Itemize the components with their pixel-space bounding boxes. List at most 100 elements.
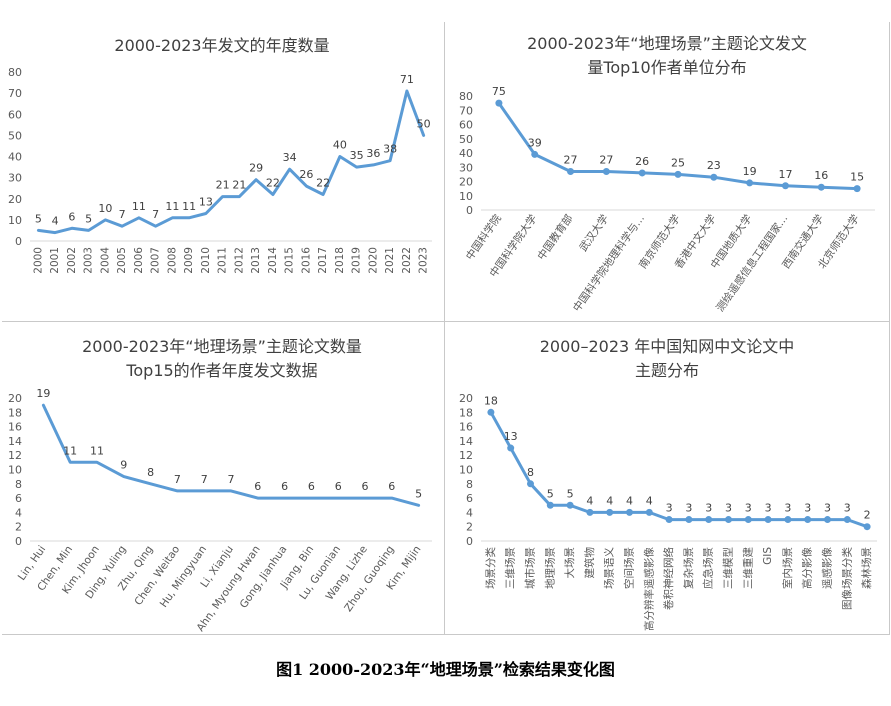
x-tick-label: 2004 [99,247,111,274]
x-tick-label: 2019 [351,247,363,274]
data-label: 10 [98,202,112,215]
y-tick-label: 8 [466,478,473,491]
data-label: 11 [132,200,146,213]
data-label: 27 [599,154,613,167]
data-point [665,516,673,524]
x-tick-label: 森林场景 [860,547,873,589]
y-tick-label: 6 [466,492,473,505]
data-label: 6 [254,480,261,493]
data-label: 23 [707,159,721,172]
data-point [725,516,732,524]
x-tick-label: 2002 [66,247,78,274]
data-point [566,501,574,509]
data-label: 3 [804,502,811,515]
chart-title-line: Top15的作者年度发文数据 [125,361,317,380]
data-point [781,182,789,190]
data-label: 7 [152,208,159,221]
x-tick-label: 2017 [317,247,329,274]
x-tick-label: 2007 [150,247,162,274]
chart-title-line: 2000–2023 年中国知网中文论文中 [540,337,795,356]
data-label: 5 [35,212,42,225]
x-tick-label: 大场景 [563,547,576,579]
y-tick-label: 18 [459,406,473,419]
data-point [705,516,713,524]
data-point [507,444,515,452]
data-label: 15 [850,171,864,184]
x-tick-label: 复杂场景 [682,547,695,589]
y-tick-label: 20 [459,392,473,405]
data-label: 5 [415,487,422,500]
x-tick-label: 中国科学院地理科学与… [570,212,647,314]
x-tick-label: 图像场景分类 [840,547,853,610]
y-tick-label: 10 [8,214,22,227]
y-tick-label: 10 [8,464,22,477]
data-label: 11 [90,444,104,457]
x-tick-label: 地理场景 [543,547,556,589]
x-tick-label: 2012 [233,247,245,274]
y-tick-label: 0 [466,204,473,217]
data-point [531,150,539,158]
data-point [784,516,792,524]
data-label: 3 [844,502,851,515]
y-tick-label: 30 [459,161,473,174]
x-tick-label: 中国教育部 [535,212,576,262]
x-tick-label: 2022 [401,247,413,274]
data-label: 4 [606,494,613,507]
y-tick-label: 12 [8,449,22,462]
data-label: 6 [308,480,315,493]
y-tick-label: 16 [8,421,22,434]
x-tick-label: 室内场景 [781,547,794,589]
data-label: 22 [266,177,280,190]
chart-title-line: 2000-2023年“地理场景”主题论文发文 [527,34,807,53]
data-label: 5 [547,487,554,500]
data-label: 19 [36,387,50,400]
x-tick-label: 应急场景 [702,547,715,589]
chart-panel-top15-authors: 2000-2023年“地理场景”主题论文数量 Top15的作者年度发文数据 0 2 4 6… [0,322,444,634]
data-label: 35 [350,149,364,162]
data-label: 11 [63,444,77,457]
data-label: 75 [492,85,506,98]
data-label: 40 [333,139,347,152]
data-point [602,168,610,176]
x-tick-label: 建筑物 [583,547,596,579]
chart-top15-authors: 2000-2023年“地理场景”主题论文数量Top15的作者年度发文数据0246… [8,337,432,634]
data-label: 6 [335,480,342,493]
data-label: 29 [249,162,263,175]
data-label: 36 [366,147,380,160]
data-label: 22 [316,177,330,190]
data-label: 3 [824,502,831,515]
y-tick-label: 50 [8,129,22,142]
data-label: 21 [232,179,246,192]
data-label: 21 [216,179,230,192]
chart-title: 2000-2023年发文的年度数量 [114,36,329,55]
data-label: 7 [174,473,181,486]
chart-title-line: 主题分布 [635,361,699,380]
y-tick-label: 70 [459,104,473,117]
data-label: 4 [646,494,653,507]
x-tick-label: 2010 [200,247,212,274]
x-tick-label: 高分影像 [801,547,814,589]
data-label: 3 [745,502,752,515]
data-label: 34 [283,151,297,164]
x-tick-label: 2021 [384,247,396,274]
chart-annual-publications: 2000-2023年发文的年度数量 0 10 20 30 40 50 60 70 80 2000 20… [8,36,432,274]
x-tick-label: 2016 [300,247,312,274]
x-tick-label: GIS [762,547,774,565]
x-tick-label: 2023 [418,247,430,274]
series-line [36,89,426,235]
data-point [817,183,825,191]
data-label: 17 [778,168,792,181]
y-tick-label: 20 [459,176,473,189]
y-tick-label: 4 [466,506,473,519]
data-label: 19 [743,165,757,178]
data-label: 7 [119,208,126,221]
data-label: 3 [705,502,712,515]
chart-panel-topic-distribution: 2000–2023 年中国知网中文论文中 主题分布 0 2 4 6 8 10 12 14 16 18 2… [445,322,889,634]
x-tick-label: 场景语义 [603,547,616,589]
x-tick-label: 测绘遥感信息工程国家… [713,212,790,314]
data-label: 4 [52,215,59,228]
data-label: 4 [586,494,593,507]
x-tick-label: 城市场景 [524,547,537,589]
chart-panel-top10-institutions: 2000-2023年“地理场景”主题论文发文 量Top10作者单位分布 0 10 20 3… [445,22,889,321]
